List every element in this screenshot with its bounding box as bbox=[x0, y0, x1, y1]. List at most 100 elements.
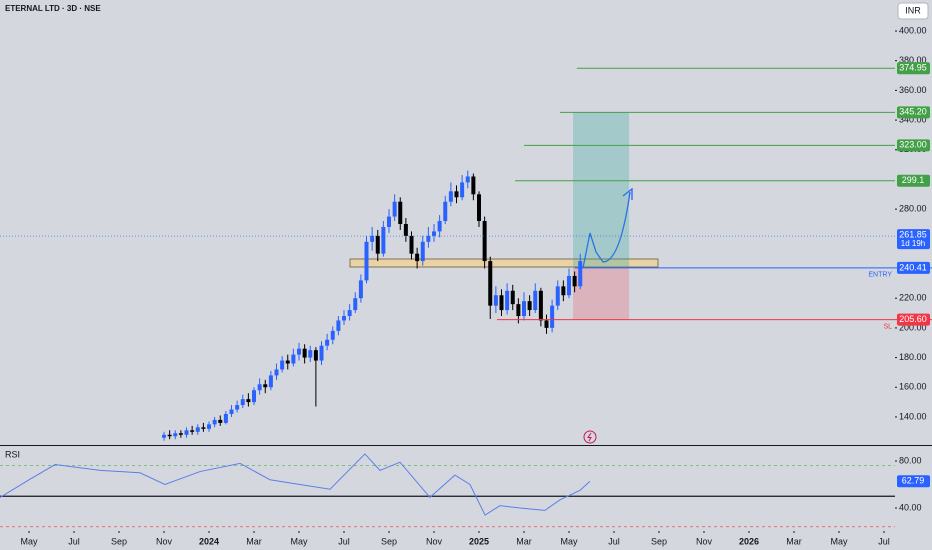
candle-body bbox=[297, 348, 302, 355]
candle-body bbox=[566, 275, 571, 296]
y-tick-label: 80.00 bbox=[899, 455, 922, 465]
x-tick-label: Sep bbox=[651, 536, 667, 546]
candle-body bbox=[246, 399, 251, 403]
x-tick-label: Nov bbox=[156, 536, 173, 546]
y-tick-label: 340.00 bbox=[899, 114, 927, 124]
candle-body bbox=[448, 191, 453, 202]
x-tick-label: Mar bbox=[786, 536, 802, 546]
candle-body bbox=[252, 390, 257, 403]
x-tick-label: May bbox=[560, 536, 578, 546]
candle-body bbox=[280, 360, 285, 370]
candle-body bbox=[201, 427, 206, 429]
rsi-last-label: 62.79 bbox=[902, 476, 925, 486]
candle-body bbox=[291, 354, 296, 364]
candle-body bbox=[313, 350, 318, 361]
currency-label[interactable]: INR bbox=[905, 5, 921, 15]
candle-body bbox=[229, 409, 234, 414]
symbol-title: ETERNAL LTD · 3D · NSE bbox=[5, 4, 101, 13]
candle-body bbox=[387, 216, 392, 227]
rsi-line bbox=[0, 453, 591, 516]
y-tick-label: 180.00 bbox=[899, 352, 927, 362]
rsi-last-tag bbox=[897, 475, 930, 488]
candle-body bbox=[190, 430, 195, 432]
candle-body bbox=[268, 375, 273, 388]
x-tick-label: Jul bbox=[68, 536, 80, 546]
candle-body bbox=[516, 304, 521, 317]
candle-body bbox=[240, 399, 245, 406]
candle-body bbox=[263, 384, 268, 388]
rsi-title: RSI bbox=[5, 449, 20, 459]
candle-body bbox=[167, 434, 172, 437]
event-bolt bbox=[587, 432, 592, 442]
candle-body bbox=[443, 201, 448, 222]
candle-body bbox=[162, 434, 167, 438]
candle-body bbox=[212, 419, 217, 425]
candle-body bbox=[409, 235, 414, 254]
candle-body bbox=[550, 305, 555, 328]
candle-body bbox=[375, 235, 380, 254]
candle-body bbox=[223, 413, 228, 423]
x-tick-label: 2026 bbox=[739, 536, 759, 546]
level-name: SL bbox=[883, 323, 892, 330]
candle-body bbox=[403, 223, 408, 236]
y-tick-label: 380.00 bbox=[899, 55, 927, 65]
level-tag bbox=[897, 139, 930, 152]
level-label: 323.00 bbox=[899, 140, 927, 150]
candle-body bbox=[342, 316, 347, 321]
countdown: 1d 19h bbox=[901, 239, 925, 248]
candle-body bbox=[274, 369, 279, 376]
candle-body bbox=[398, 201, 403, 224]
candle-body bbox=[392, 201, 397, 217]
level-tag bbox=[897, 106, 930, 119]
candle-body bbox=[330, 330, 335, 340]
candle-body bbox=[336, 320, 341, 331]
candle-body bbox=[465, 176, 470, 183]
candle-body bbox=[358, 280, 363, 299]
x-tick-label: Mar bbox=[246, 536, 262, 546]
candle-body bbox=[521, 301, 526, 317]
candle-body bbox=[173, 433, 178, 437]
x-tick-label: Mar bbox=[516, 536, 532, 546]
candle-body bbox=[533, 290, 538, 311]
candle-body bbox=[415, 253, 420, 262]
candle-body bbox=[572, 275, 577, 287]
x-tick-label: 2024 bbox=[199, 536, 219, 546]
y-tick-label: 400.00 bbox=[899, 25, 927, 35]
y-tick-label: 140.00 bbox=[899, 411, 927, 421]
candle-body bbox=[544, 320, 549, 328]
last-price-tag bbox=[897, 229, 930, 250]
x-tick-label: May bbox=[830, 536, 848, 546]
level-label: 205.60 bbox=[899, 314, 927, 324]
candle-body bbox=[235, 405, 240, 410]
candle-body bbox=[505, 290, 510, 311]
candle-body bbox=[195, 427, 200, 432]
y-tick-label: 160.00 bbox=[899, 382, 927, 392]
candle-body bbox=[578, 261, 583, 287]
price-pane bbox=[162, 112, 630, 441]
candle-body bbox=[538, 290, 543, 321]
x-tick-label: 2025 bbox=[469, 536, 489, 546]
candle-body bbox=[319, 345, 324, 361]
candle-body bbox=[426, 235, 431, 242]
candle-body bbox=[510, 290, 515, 305]
candle-body bbox=[325, 339, 330, 346]
x-tick-label: May bbox=[21, 536, 39, 546]
candle-body bbox=[488, 261, 493, 306]
candle-body bbox=[493, 295, 498, 306]
level-tag bbox=[897, 261, 930, 274]
currency-button[interactable] bbox=[897, 2, 929, 20]
candle-body bbox=[207, 424, 212, 429]
candle-body bbox=[257, 384, 262, 391]
x-tick-label: May bbox=[291, 536, 309, 546]
candle-body bbox=[482, 221, 487, 262]
level-tag bbox=[897, 62, 930, 75]
candle-body bbox=[555, 286, 560, 306]
x-tick-label: Nov bbox=[426, 536, 443, 546]
y-tick-label: 220.00 bbox=[899, 293, 927, 303]
event-icon[interactable] bbox=[583, 430, 597, 444]
level-label: 374.95 bbox=[899, 63, 927, 73]
level-tag bbox=[897, 313, 930, 326]
loss-zone bbox=[573, 267, 630, 320]
